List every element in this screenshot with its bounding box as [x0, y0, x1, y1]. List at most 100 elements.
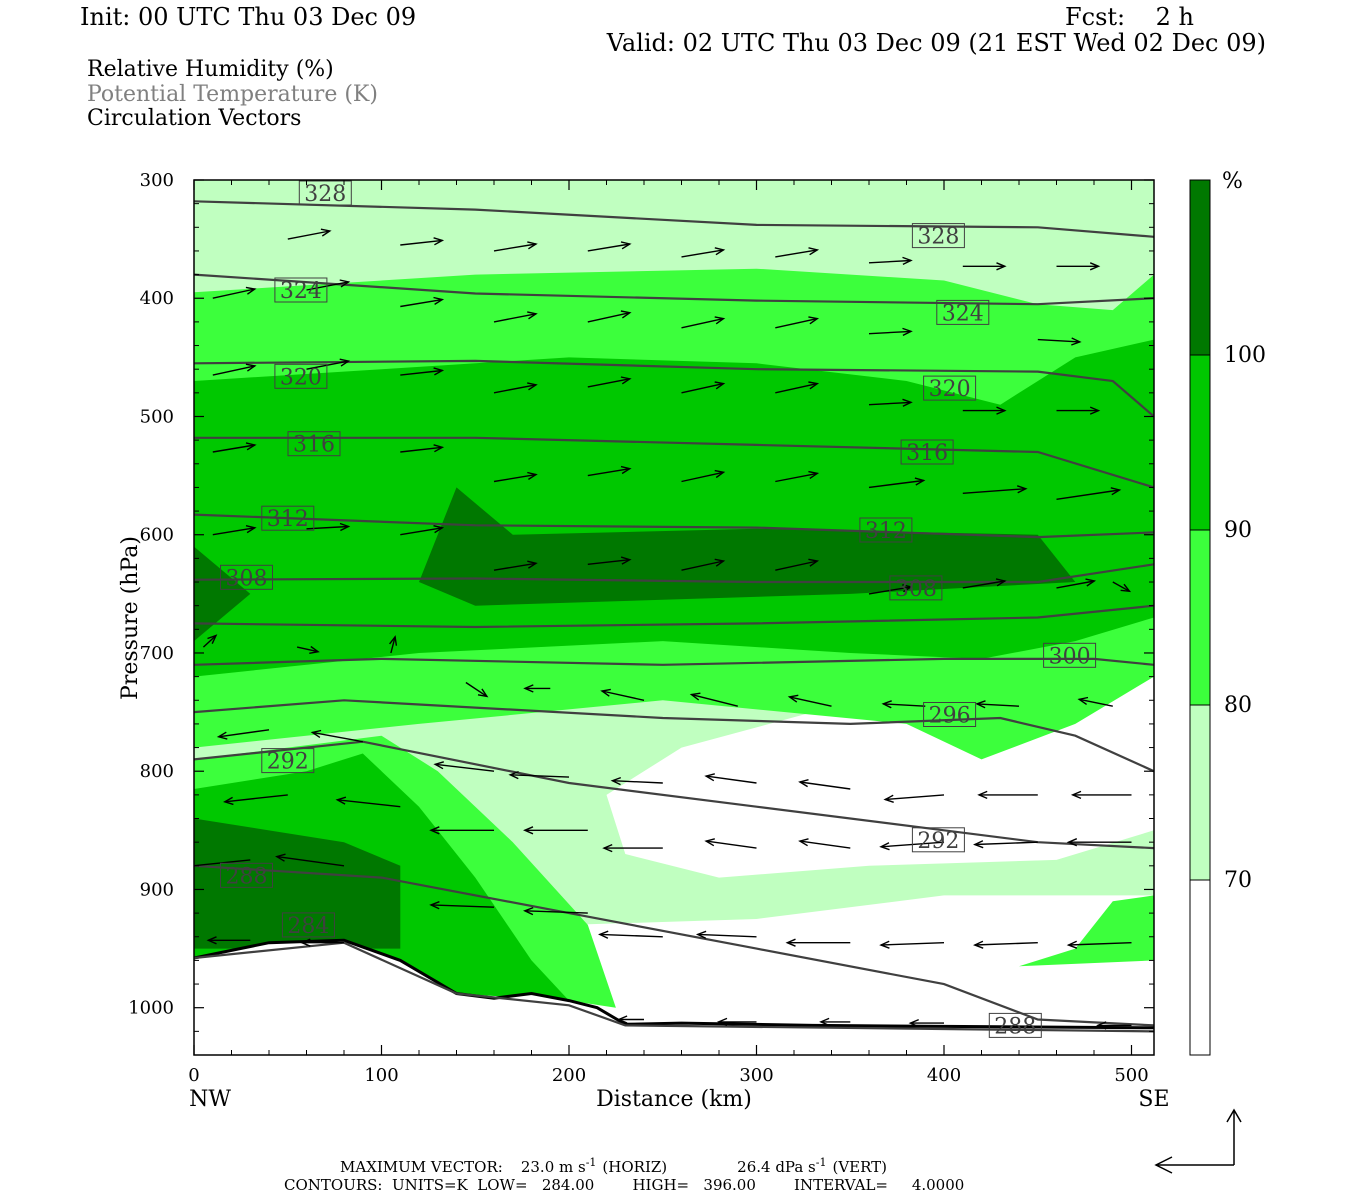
contour-label-0: 328: [304, 182, 346, 207]
contour-label-9: 312: [865, 519, 907, 544]
vector-arrow-head-34: [914, 477, 926, 486]
valid-time: Valid: 02 UTC Thu 03 Dec 09 (21 EST Wed …: [606, 29, 1266, 57]
vector-arrow-88: [1068, 942, 1132, 946]
vector-arrow-head-51: [477, 688, 489, 698]
contour-label-18: 288: [994, 1014, 1036, 1039]
contour-label-layer: 328 328 324 324 320 320 316 316 312 312 308 308 300 2…: [220, 180, 1097, 1039]
vector-arrow-head-50: [389, 635, 398, 646]
vector-arrow-24: [775, 382, 818, 394]
vector-arrow-39: [400, 527, 443, 536]
vector-arrow-head-94: [908, 1018, 919, 1028]
vector-arrow-63: [612, 780, 663, 784]
vector-arrow-19: [306, 360, 349, 370]
vector-arrow-head-47: [1120, 583, 1132, 593]
vector-arrow-59: [218, 729, 270, 738]
rh-fill-layer: [194, 180, 1154, 1008]
theta-contour-312: [194, 513, 1154, 539]
vector-arrow-head-9: [245, 286, 257, 295]
vector-arrow-head-3: [620, 241, 632, 250]
vector-arrow-0: [287, 230, 330, 240]
rh-band-80-se: [1019, 895, 1154, 967]
vector-arrow-49: [296, 646, 319, 653]
colorbar-label-90: 90: [1224, 518, 1252, 543]
vector-arrow-head-29: [433, 444, 445, 453]
vector-arrow-head-4: [714, 247, 726, 256]
contour-label-box-12: [1043, 642, 1097, 668]
vector-arrow-head-95: [1096, 1021, 1107, 1030]
vector-arrow-3: [587, 243, 630, 252]
y-tick-label-1000: 1000: [128, 998, 174, 1019]
vector-arrow-64: [706, 775, 757, 784]
vector-arrow-head-89: [206, 936, 217, 945]
vector-arrow-head-83: [598, 930, 609, 939]
axes: 300 400 500 600 700 800 900 1000 0 100 200 300 400 50…: [128, 170, 1154, 1086]
vector-arrow-69: [224, 794, 288, 803]
x-end-label-se: SE: [1138, 1087, 1169, 1112]
vector-arrow-14: [681, 317, 724, 329]
vector-arrow-35: [962, 488, 1026, 494]
vector-arrow-head-88: [1066, 940, 1078, 949]
vector-arrow-head-2: [527, 241, 538, 250]
vector-arrow-head-79: [183, 863, 192, 870]
max-vector-vert-exp: -1: [816, 1156, 827, 1169]
vector-arrow-head-26: [996, 406, 1007, 415]
vector-arrow-head-24: [808, 381, 820, 390]
contour-label-12: 300: [1049, 644, 1091, 669]
x-axis-label: Distance (km): [596, 1087, 752, 1112]
contour-label-box-3: [936, 299, 990, 325]
vector-arrow-1: [400, 239, 443, 246]
x-tick-label-300: 300: [739, 1065, 773, 1086]
vector-arrow-head-73: [602, 843, 613, 853]
vector-arrow-head-40: [527, 560, 538, 569]
x-tick-label-0: 0: [188, 1065, 199, 1086]
vector-arrow-head-45: [995, 578, 1007, 587]
reference-vector-arrows: [1154, 1108, 1242, 1174]
theta-contour-284: [194, 941, 1154, 1033]
plot-area: 328 328 324 324 320 320 316 316 312 312 308 308 300 2…: [183, 180, 1154, 1055]
contour-label-2: 324: [280, 279, 322, 304]
vector-arrow-head-46: [1085, 578, 1097, 587]
vector-arrow-head-77: [973, 840, 984, 849]
vector-arrow-head-0: [320, 228, 332, 237]
footer-contours: CONTOURS: UNITS=K LOW= 284.00 HIGH= 396.…: [284, 1176, 964, 1194]
vector-arrow-head-30: [527, 471, 538, 480]
y-tick-label-900: 900: [140, 879, 174, 900]
vector-arrow-head-67: [977, 790, 988, 800]
y-tick-label-600: 600: [140, 525, 174, 546]
max-vector-label: MAXIMUM VECTOR:: [340, 1158, 503, 1176]
theta-contour-308: [194, 563, 1154, 584]
vector-arrow-12: [493, 313, 537, 323]
vector-arrow-head-72: [523, 826, 534, 835]
vector-arrow-head-17: [1071, 337, 1082, 346]
vector-arrow-head-22: [620, 376, 632, 385]
vector-arrow-82: [524, 910, 588, 914]
vector-arrow-head-59: [216, 731, 228, 740]
max-vector-vert-tag: (VERT): [832, 1158, 887, 1176]
vector-arrow-head-93: [819, 1017, 830, 1027]
terrain-layer: [194, 938, 1154, 1055]
vector-arrow-head-53: [600, 688, 611, 697]
vector-arrow-head-56: [881, 700, 892, 709]
vector-arrow-16: [868, 330, 912, 335]
vector-arrow-51: [465, 681, 488, 697]
vector-arrow-head-69: [223, 796, 234, 806]
contour-label-box-18: [988, 1012, 1042, 1038]
vector-arrow-head-65: [798, 779, 809, 788]
vector-arrow-head-38: [339, 522, 351, 532]
vector-arrow-83: [599, 933, 663, 938]
legend-line-rh: Relative Humidity (%): [87, 57, 334, 82]
vector-arrow-head-13: [620, 310, 632, 319]
vector-arrow-43: [775, 560, 818, 571]
contour-label-box-10: [220, 564, 273, 590]
vector-arrow-head-23: [714, 381, 726, 390]
contour-label-box-8: [261, 505, 315, 531]
colorbar-segment-1: [1189, 354, 1211, 531]
vector-arrow-head-70: [335, 796, 347, 805]
vector-arrow-head-27: [1089, 406, 1101, 415]
vector-arrow-head-25: [902, 398, 913, 407]
vector-arrow-head-63: [610, 776, 622, 786]
vector-arrow-head-54: [689, 692, 701, 701]
y-tick-label-800: 800: [140, 761, 174, 782]
contour-label-box-15: [911, 827, 965, 853]
x-end-label-nw: NW: [189, 1087, 231, 1112]
